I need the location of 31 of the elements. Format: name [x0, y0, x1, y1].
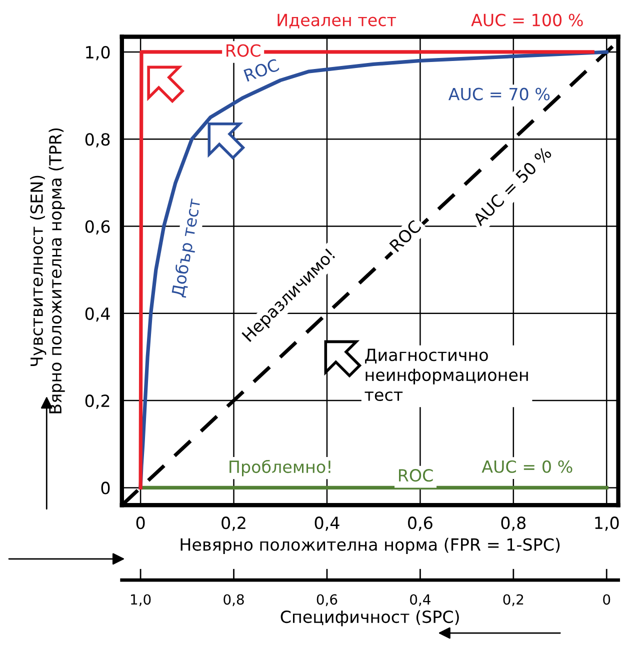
annotation: ROC	[226, 44, 260, 57]
x-tick-label: 1,0	[595, 516, 619, 531]
x2-tick-label: 0,6	[316, 594, 338, 606]
y-tick-label: 0,8	[85, 133, 110, 148]
annotation: Добър тест	[170, 198, 204, 298]
annotation: ROC	[398, 469, 433, 482]
x2-tick-label: 0,2	[503, 594, 524, 606]
text: Идеален тест	[278, 14, 396, 28]
y-tick-label: 0	[101, 482, 110, 494]
annotation: AUC = 0 %	[482, 460, 572, 473]
annotation: Диагностично неинформационен тест	[364, 348, 528, 402]
text: AUC = 100 %	[471, 14, 583, 26]
annotation: ROC	[244, 58, 280, 82]
x-tick-label: 0,2	[222, 516, 246, 531]
x-tick-label: 0	[136, 516, 145, 530]
y-tick-label: 1,0	[86, 46, 110, 60]
x-axis-title: Невярно положителна норма (FPR = 1-SPC)	[180, 538, 560, 554]
y-axis-title: Чувствителност (SEN) Вярно положителна норма (TPR)	[30, 128, 65, 414]
x2-tick-label: 1,0	[131, 594, 151, 606]
annotation: Проблемно!	[230, 460, 330, 476]
y-tick-label: 0,6	[85, 220, 110, 235]
y-tick-label: 0,4	[85, 307, 110, 322]
x-tick-label: 0,4	[314, 516, 340, 531]
x-tick-label: 0,6	[408, 516, 432, 531]
x2-axis-title: Специфичност (SPC)	[280, 610, 459, 626]
y-tick-label: 0,2	[85, 394, 110, 409]
x2-tick-label: 0	[603, 594, 610, 605]
x2-tick-label: 0,8	[224, 594, 244, 606]
annotation: AUC = 70 %	[448, 88, 550, 100]
x2-tick-label: 0,4	[410, 594, 430, 606]
x-tick-label: 0,8	[501, 516, 526, 531]
